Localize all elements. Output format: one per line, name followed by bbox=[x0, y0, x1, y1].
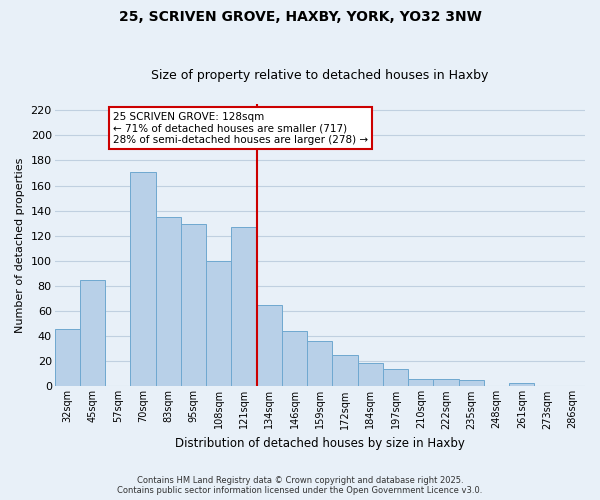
Bar bbox=[80, 280, 105, 386]
X-axis label: Distribution of detached houses by size in Haxby: Distribution of detached houses by size … bbox=[175, 437, 465, 450]
Bar bbox=[433, 379, 459, 386]
Text: 25 SCRIVEN GROVE: 128sqm
← 71% of detached houses are smaller (717)
28% of semi-: 25 SCRIVEN GROVE: 128sqm ← 71% of detach… bbox=[113, 112, 368, 144]
Bar bbox=[332, 355, 358, 386]
Title: Size of property relative to detached houses in Haxby: Size of property relative to detached ho… bbox=[151, 69, 488, 82]
Bar bbox=[459, 380, 484, 386]
Text: 25, SCRIVEN GROVE, HAXBY, YORK, YO32 3NW: 25, SCRIVEN GROVE, HAXBY, YORK, YO32 3NW bbox=[119, 10, 481, 24]
Bar bbox=[257, 305, 282, 386]
Text: Contains HM Land Registry data © Crown copyright and database right 2025.
Contai: Contains HM Land Registry data © Crown c… bbox=[118, 476, 482, 495]
Bar bbox=[408, 379, 433, 386]
Bar bbox=[383, 369, 408, 386]
Bar bbox=[155, 217, 181, 386]
Bar bbox=[130, 172, 155, 386]
Bar bbox=[232, 227, 257, 386]
Bar bbox=[358, 362, 383, 386]
Bar bbox=[181, 224, 206, 386]
Bar bbox=[55, 328, 80, 386]
Bar bbox=[509, 382, 535, 386]
Bar bbox=[282, 331, 307, 386]
Bar bbox=[206, 261, 232, 386]
Bar bbox=[307, 341, 332, 386]
Y-axis label: Number of detached properties: Number of detached properties bbox=[15, 158, 25, 333]
